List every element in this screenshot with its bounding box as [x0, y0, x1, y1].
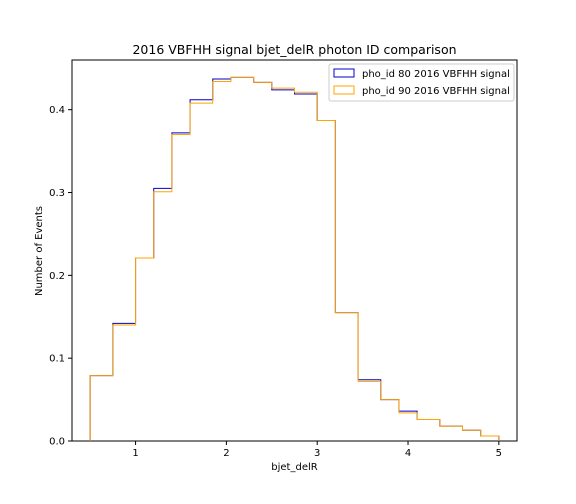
x-axis-label: bjet_delR: [271, 462, 317, 473]
y-tick-label-3: 0.3: [49, 188, 65, 199]
x-tick-label-0: 1: [132, 448, 138, 459]
y-tick-label-0: 0.0: [49, 437, 65, 448]
y-axis: 0.0 0.1 0.2 0.3 0.4: [49, 105, 72, 448]
legend-label-pho-id-90: pho_id 90 2016 VBFHH signal: [362, 86, 510, 97]
legend-label-pho-id-80: pho_id 80 2016 VBFHH signal: [362, 69, 510, 80]
y-tick-label-1: 0.1: [49, 354, 65, 365]
x-tick-label-2: 3: [314, 448, 320, 459]
legend-swatch-pho-id-80: [333, 68, 355, 78]
legend-box: [328, 63, 515, 102]
plot-frame: [71, 59, 518, 442]
x-tick-label-4: 5: [496, 448, 502, 459]
legend: pho_id 80 2016 VBFHH signal pho_id 90 20…: [328, 63, 515, 102]
x-tick-label-1: 2: [223, 448, 229, 459]
legend-swatch-pho-id-90: [333, 85, 355, 95]
x-axis: 1 2 3 4 5: [132, 441, 502, 459]
x-tick-label-3: 4: [405, 448, 411, 459]
y-tick-label-4: 0.4: [49, 105, 65, 116]
y-tick-label-2: 0.2: [49, 271, 65, 282]
series-line-1: [89, 76, 500, 441]
y-axis-label: Number of Events: [34, 206, 45, 296]
plot-area: [71, 59, 518, 442]
chart-title: 2016 VBFHH signal bjet_delR photon ID co…: [132, 42, 456, 57]
series-layer: [89, 76, 500, 441]
